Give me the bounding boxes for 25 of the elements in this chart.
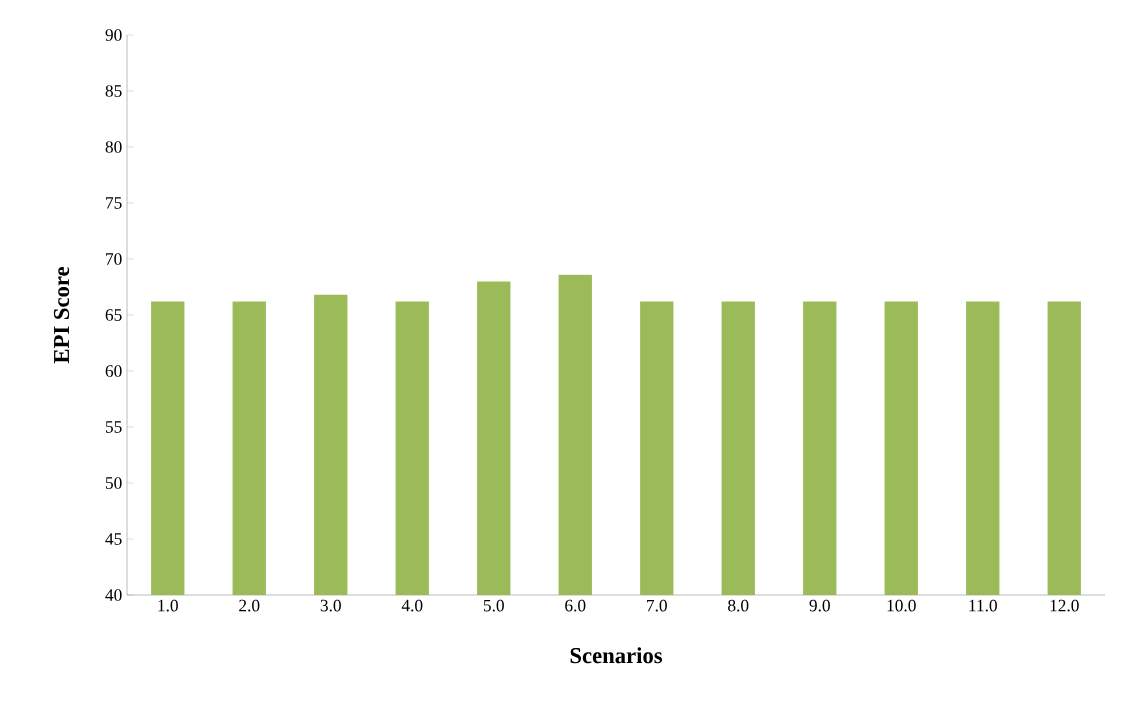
x-tick-label: 11.0 (969, 599, 997, 612)
y-tick-label: 85 (105, 85, 122, 97)
y-tick-label: 45 (105, 533, 122, 545)
x-tick-label: 8.0 (728, 599, 749, 612)
y-tick-label: 65 (105, 309, 122, 321)
x-tick-label: 12.0 (1050, 599, 1079, 612)
x-tick-label: 9.0 (809, 599, 830, 612)
x-tick-label: 6.0 (565, 599, 586, 612)
x-tick-label: 10.0 (887, 599, 916, 612)
x-tick-label: 7.0 (647, 599, 667, 612)
x-tick-label: 3.0 (320, 599, 341, 612)
y-tick-label: 80 (105, 141, 122, 153)
y-tick-label: 90 (105, 29, 122, 41)
x-axis-title: Scenarios (570, 647, 663, 664)
y-tick-label: 70 (106, 253, 122, 265)
y-tick-label: 60 (105, 365, 122, 377)
x-tick-label: 2.0 (239, 599, 260, 612)
y-tick-label: 55 (105, 421, 122, 433)
x-tick-label: 5.0 (483, 599, 504, 612)
x-tick-label: 4.0 (401, 599, 423, 612)
y-axis-title: EPI Score (53, 267, 70, 364)
y-tick-label: 50 (105, 477, 122, 489)
y-tick-label: 40 (105, 589, 122, 601)
y-tick-label: 75 (106, 197, 122, 209)
x-tick-label: 1.0 (158, 599, 178, 612)
